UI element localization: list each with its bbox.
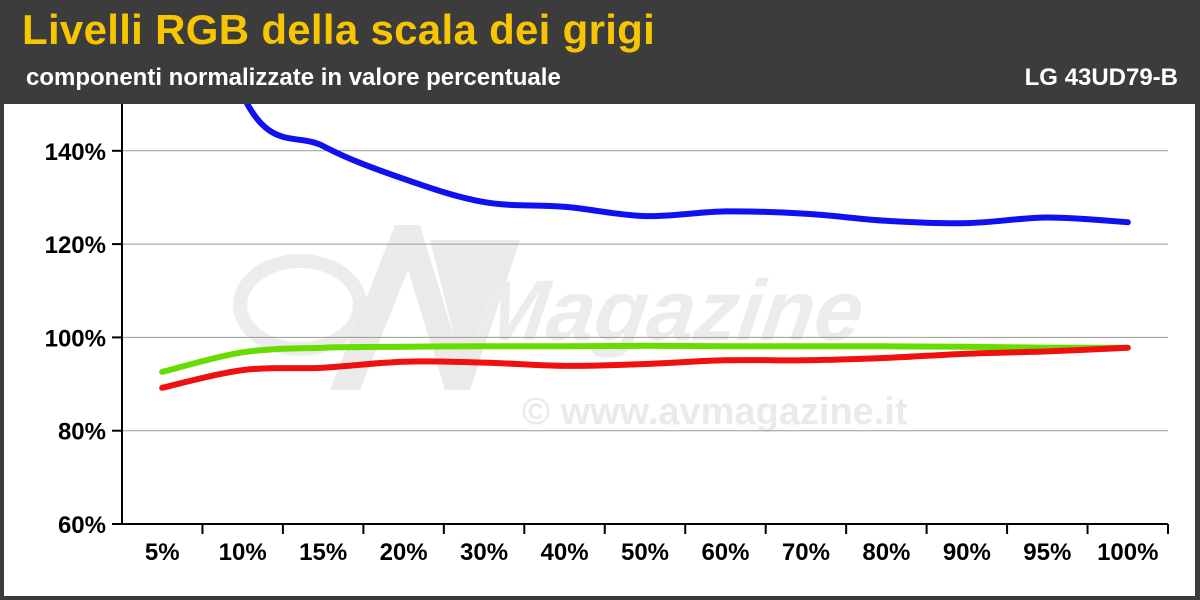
x-tick-label: 95% bbox=[1023, 539, 1071, 566]
watermark: Magazine © www.avmagazine.it bbox=[233, 225, 908, 433]
x-tick-label: 20% bbox=[380, 539, 428, 566]
x-axis: 5% 10% 15% 20% 30% 40% 50% 60% 70% 80% 90% 95% 100% bbox=[145, 524, 1169, 566]
x-tick-label: 70% bbox=[782, 539, 830, 566]
watermark-url: © www.avmagazine.it bbox=[522, 391, 908, 433]
x-tick-label: 30% bbox=[460, 539, 508, 566]
chart-title: Livelli RGB della scala dei grigi bbox=[22, 6, 656, 53]
red-series-line bbox=[159, 344, 1131, 391]
y-tick-label: 120% bbox=[45, 232, 106, 259]
x-tick-label: 50% bbox=[621, 539, 669, 566]
x-tick-label: 15% bbox=[299, 539, 347, 566]
x-tick-label: 40% bbox=[541, 539, 589, 566]
watermark-swoosh-icon bbox=[233, 254, 367, 356]
x-tick-label: 90% bbox=[943, 539, 991, 566]
y-tick-label: 80% bbox=[58, 419, 106, 446]
chart-subtitle: componenti normalizzate in valore percen… bbox=[26, 64, 561, 91]
chart-header: Livelli RGB della scala dei grigi compon… bbox=[0, 0, 1200, 102]
x-tick-label: 60% bbox=[701, 539, 749, 566]
x-tick-label: 10% bbox=[219, 539, 267, 566]
x-tick-label: 100% bbox=[1097, 539, 1158, 566]
model-label: LG 43UD79-B bbox=[1024, 64, 1178, 91]
y-tick-label: 60% bbox=[58, 512, 106, 539]
x-tick-label: 80% bbox=[862, 539, 910, 566]
blue-series-line bbox=[244, 104, 1131, 227]
y-tick-label: 100% bbox=[45, 325, 106, 352]
green-series-line bbox=[159, 342, 1131, 375]
series-group bbox=[159, 104, 1131, 391]
y-axis: 60% 80% 100% 120% 140% bbox=[45, 139, 122, 539]
y-tick-label: 140% bbox=[45, 139, 106, 166]
x-tick-label: 5% bbox=[145, 539, 180, 566]
grid-lines bbox=[122, 150, 1168, 432]
